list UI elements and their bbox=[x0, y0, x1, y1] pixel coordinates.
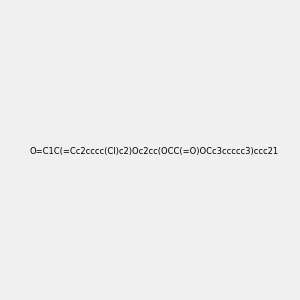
Text: O=C1C(=Cc2cccc(Cl)c2)Oc2cc(OCC(=O)OCc3ccccc3)ccc21: O=C1C(=Cc2cccc(Cl)c2)Oc2cc(OCC(=O)OCc3cc… bbox=[29, 147, 278, 156]
